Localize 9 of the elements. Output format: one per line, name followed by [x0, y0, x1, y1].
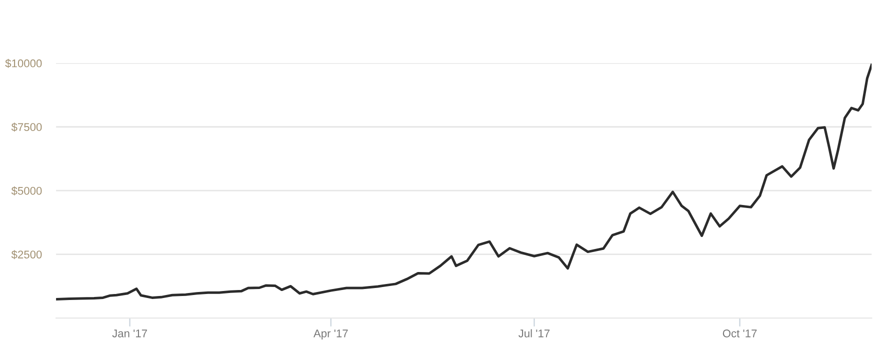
y-tick-label: $10000	[5, 58, 42, 68]
line-series	[56, 64, 872, 300]
y-tick-label: $2500	[11, 250, 42, 260]
x-tick-label: Jul '17	[518, 329, 550, 338]
y-tick-label: $5000	[11, 186, 42, 196]
x-tick-label: Oct '17	[722, 329, 757, 338]
x-tick-label: Apr '17	[313, 330, 348, 340]
y-tick-label: $7500	[11, 122, 42, 132]
x-tick-label: Jan '17	[112, 330, 147, 338]
